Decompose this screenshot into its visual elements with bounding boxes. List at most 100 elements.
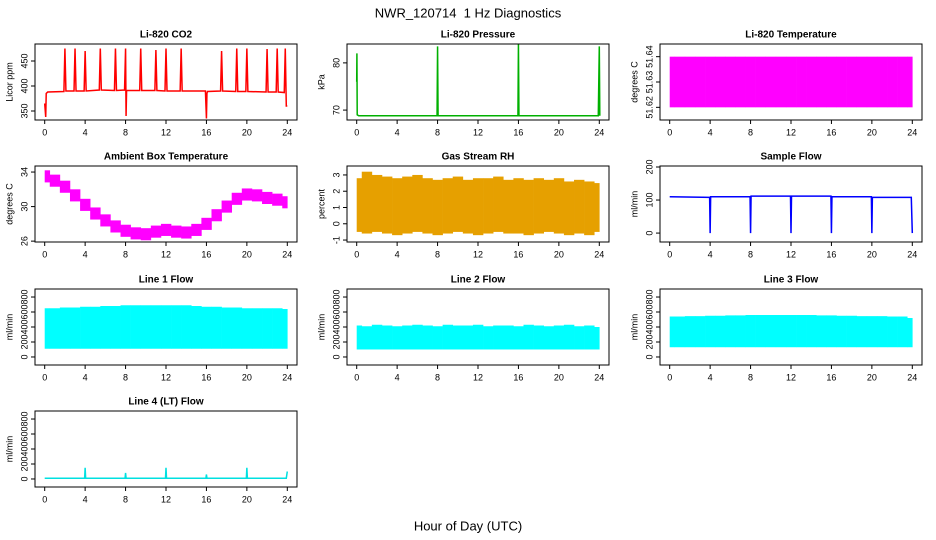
- x-tick-label: 0: [667, 127, 672, 137]
- noise-band: [201, 217, 212, 230]
- x-tick-label: 24: [282, 127, 292, 137]
- y-tick-label: 26: [19, 236, 29, 246]
- noise-band: [241, 188, 253, 201]
- x-tick-label: 12: [161, 127, 171, 137]
- y-tick-label: 350: [19, 103, 29, 118]
- noise-band: [533, 325, 545, 350]
- panel: Line 4 (LT) Flow ml/min 0 4 8 12 16 20 24 0 200400…: [4, 397, 298, 504]
- noise-band: [422, 178, 433, 234]
- noise-band: [251, 308, 263, 349]
- noise-band: [140, 305, 152, 349]
- x-tick-label: 20: [242, 127, 252, 137]
- x-tick-label: 4: [395, 127, 400, 137]
- noise-band: [866, 316, 878, 348]
- noise-band: [503, 179, 514, 234]
- y-tick-label: 2: [331, 189, 341, 194]
- noise-band: [584, 181, 595, 236]
- y-tick-label: 3: [331, 172, 341, 177]
- panel: Line 1 Flow ml/min 0 4 8 12 16 20 24 0 20040060080…: [4, 275, 298, 382]
- noise-band: [876, 316, 888, 348]
- noise-band: [412, 174, 423, 232]
- x-tick-label: 12: [786, 127, 796, 137]
- y-tick-label: 600: [19, 304, 29, 319]
- y-axis-label: ml/min: [629, 314, 639, 341]
- y-axis-label: kPa: [316, 74, 326, 90]
- noise-band: [80, 306, 91, 349]
- x-tick-label: 8: [748, 249, 753, 259]
- data-line: [43, 48, 288, 119]
- plot-data: [44, 305, 288, 349]
- noise-band: [432, 179, 443, 236]
- y-tick-label: 0: [644, 231, 654, 236]
- panel-title: Line 2 Flow: [451, 275, 506, 286]
- y-axis-label: ml/min: [4, 314, 14, 341]
- x-tick-label: 4: [395, 249, 400, 259]
- noise-band: [251, 189, 263, 202]
- noise-band: [462, 325, 474, 350]
- noise-band: [775, 315, 787, 348]
- noise-band: [684, 56, 696, 108]
- x-tick-label: 24: [282, 249, 292, 259]
- y-tick-label: 100: [644, 193, 654, 208]
- noise-band: [715, 315, 726, 348]
- panel: Sample Flow ml/min 0 4 8 12 16 20 24 0 100 200: [629, 152, 923, 259]
- noise-band: [876, 56, 888, 108]
- noise-band: [49, 308, 61, 349]
- noise-band: [150, 225, 162, 238]
- x-tick-label: 8: [435, 249, 440, 259]
- y-tick-label: 51.63: [644, 71, 654, 94]
- noise-band: [90, 207, 101, 220]
- noise-band: [503, 325, 514, 350]
- noise-band: [452, 325, 464, 350]
- noise-band: [856, 56, 868, 108]
- data-line: [669, 195, 914, 234]
- noise-band: [361, 171, 373, 234]
- noise-band: [826, 315, 837, 348]
- plot-data: [43, 48, 288, 119]
- y-tick-label: 0: [331, 354, 341, 359]
- y-tick-label: 400: [331, 319, 341, 334]
- noise-band: [211, 209, 222, 222]
- x-tick-label: 20: [242, 494, 252, 504]
- plot-data: [356, 171, 600, 236]
- noise-band: [836, 56, 847, 108]
- y-tick-label: 200: [331, 334, 341, 349]
- y-tick-label: 400: [19, 78, 29, 93]
- x-tick-label: 4: [708, 249, 713, 259]
- noise-band: [130, 227, 142, 240]
- y-axis-label: ml/min: [629, 191, 639, 218]
- noise-band: [69, 307, 81, 349]
- noise-band: [887, 56, 898, 108]
- x-tick-label: 20: [554, 249, 564, 259]
- noise-band: [392, 326, 403, 350]
- x-tick-label: 16: [513, 249, 523, 259]
- noise-band: [231, 192, 243, 205]
- x-tick-label: 8: [123, 127, 128, 137]
- noise-band: [371, 174, 383, 232]
- noise-band: [796, 56, 807, 108]
- y-axis-label: percent: [316, 188, 326, 219]
- y-tick-label: 800: [331, 290, 341, 305]
- x-tick-label: 0: [354, 127, 359, 137]
- noise-band: [866, 56, 878, 108]
- x-tick-label: 12: [161, 249, 171, 259]
- noise-band: [684, 316, 696, 348]
- panel: Ambient Box Temperature degrees C 0 4 8 12 16 2…: [4, 152, 298, 259]
- noise-band: [191, 223, 202, 236]
- noise-band: [211, 306, 222, 349]
- noise-band: [59, 180, 71, 193]
- panel-title: Line 3 Flow: [764, 275, 819, 286]
- noise-band: [513, 326, 524, 350]
- x-tick-label: 12: [161, 372, 171, 382]
- y-tick-label: 800: [644, 290, 654, 305]
- x-tick-label: 20: [867, 372, 877, 382]
- y-tick-label: 600: [331, 304, 341, 319]
- panel-title: Li-820 Pressure: [441, 30, 516, 41]
- noise-band: [160, 223, 172, 236]
- x-tick-label: 12: [786, 372, 796, 382]
- noise-band: [806, 315, 817, 348]
- noise-band: [221, 200, 233, 213]
- noise-band: [755, 56, 767, 108]
- noise-band: [201, 306, 212, 349]
